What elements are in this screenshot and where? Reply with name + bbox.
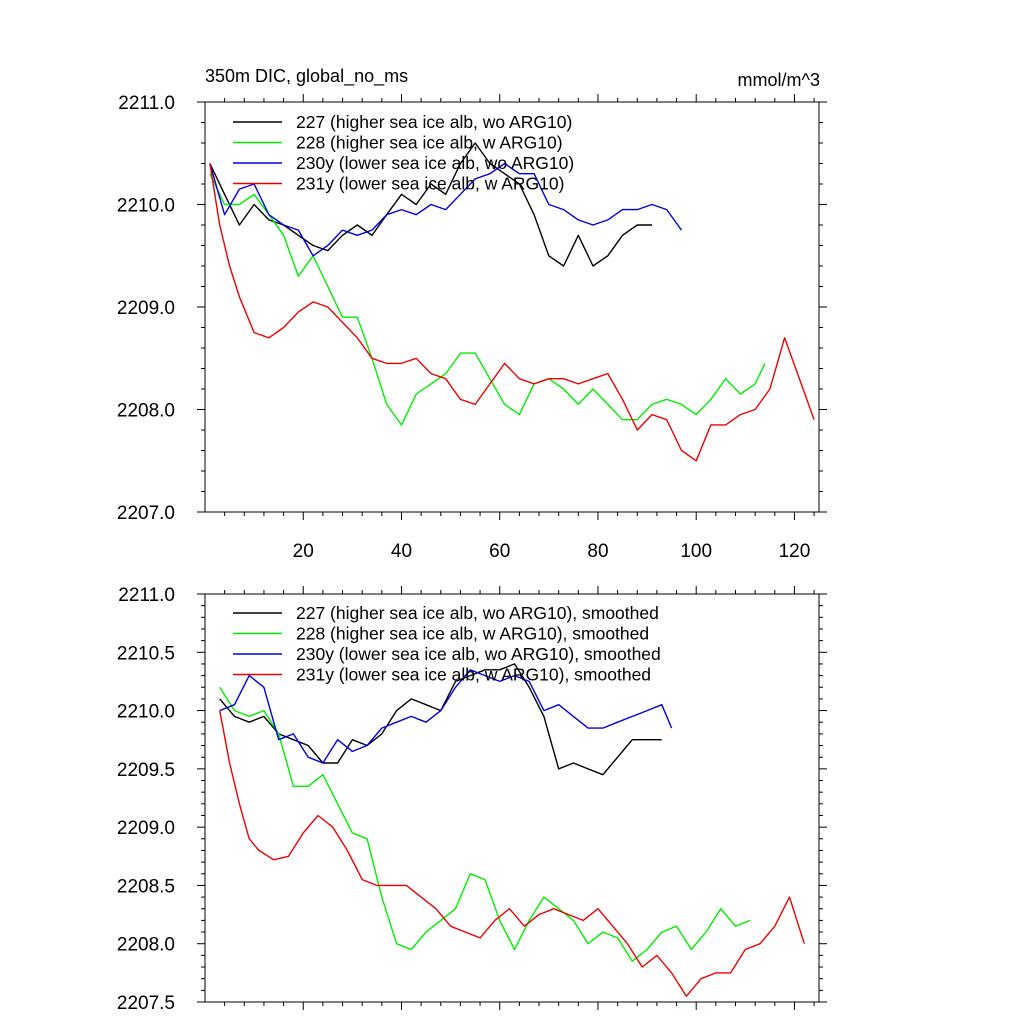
y-tick-label: 2211.0 [118, 585, 175, 606]
legend-label-3: 230y (lower sea ice alb, wo ARG10), smoo… [296, 644, 661, 664]
top-plot-frame [204, 101, 820, 513]
legend-label-4: 231y (lower sea ice alb, w ARG10) [296, 174, 564, 194]
bottom-legend: 227 (higher sea ice alb, wo ARG10), smoo… [233, 603, 661, 685]
bottom-axis-ticks [197, 586, 827, 1010]
x-tick-label: 100 [680, 541, 712, 562]
x-tick-label: 40 [391, 541, 412, 562]
top-legend: 227 (higher sea ice alb, wo ARG10)228 (h… [233, 112, 574, 194]
y-tick-label: 2210.5 [117, 643, 175, 664]
bottom-plot-frame [204, 593, 820, 1003]
y-tick-label: 2210.0 [117, 196, 175, 217]
bottom-series-lines [219, 663, 805, 997]
series-line-4 [219, 710, 805, 997]
y-tick-label: 2209.5 [117, 760, 175, 781]
legend-label-4: 231y (lower sea ice alb, w ARG10), smoot… [296, 665, 651, 685]
y-tick-label: 2208.0 [117, 401, 175, 422]
legend-label-1: 227 (higher sea ice alb, wo ARG10) [296, 112, 572, 132]
legend-label-2: 228 (higher sea ice alb, w ARG10) [296, 133, 563, 153]
y-tick-label: 2209.0 [117, 298, 175, 319]
y-tick-label: 2207.5 [117, 993, 175, 1014]
y-tick-label: 2208.0 [117, 935, 175, 956]
series-line-2 [209, 173, 766, 426]
y-tick-label: 2207.0 [117, 503, 175, 524]
y-tick-label: 2209.0 [117, 818, 175, 839]
top-x-tick-labels: 20 40 60 80 100 120 [293, 541, 811, 562]
series-line-2 [219, 686, 751, 962]
legend-label-3: 230y (lower sea ice alb, wo ARG10) [296, 153, 574, 173]
bottom-y-tick-labels: 2207.5 2208.0 2208.5 2209.0 2209.5 2210.0 2210… [117, 585, 175, 1014]
y-tick-label: 2211.0 [118, 93, 175, 114]
y-tick-label: 2210.0 [117, 702, 175, 723]
series-line-4 [209, 163, 815, 462]
x-tick-label: 120 [779, 541, 811, 562]
series-line-3 [219, 669, 673, 764]
top-y-tick-labels: 2207.0 2208.0 2209.0 2210.0 2211.0 [117, 93, 175, 524]
top-series-lines [209, 142, 815, 462]
series-line-3 [209, 162, 683, 257]
chart-title: 350m DIC, global_no_ms [205, 66, 408, 87]
legend-label-1: 227 (higher sea ice alb, wo ARG10), smoo… [296, 603, 659, 623]
top-axis-ticks [197, 94, 827, 520]
x-tick-label: 60 [489, 541, 510, 562]
bottom-panel: 2207.5 2208.0 2208.5 2209.0 2209.5 2210.0 2210… [117, 585, 827, 1014]
top-panel: 350m DIC, global_no_ms mmol/m^3 2207.022… [117, 66, 827, 562]
legend-label-2: 228 (higher sea ice alb, w ARG10), smoot… [296, 624, 649, 644]
units-label: mmol/m^3 [738, 70, 820, 90]
x-tick-label: 20 [293, 541, 314, 562]
x-tick-label: 80 [587, 541, 608, 562]
y-tick-label: 2208.5 [117, 876, 175, 897]
